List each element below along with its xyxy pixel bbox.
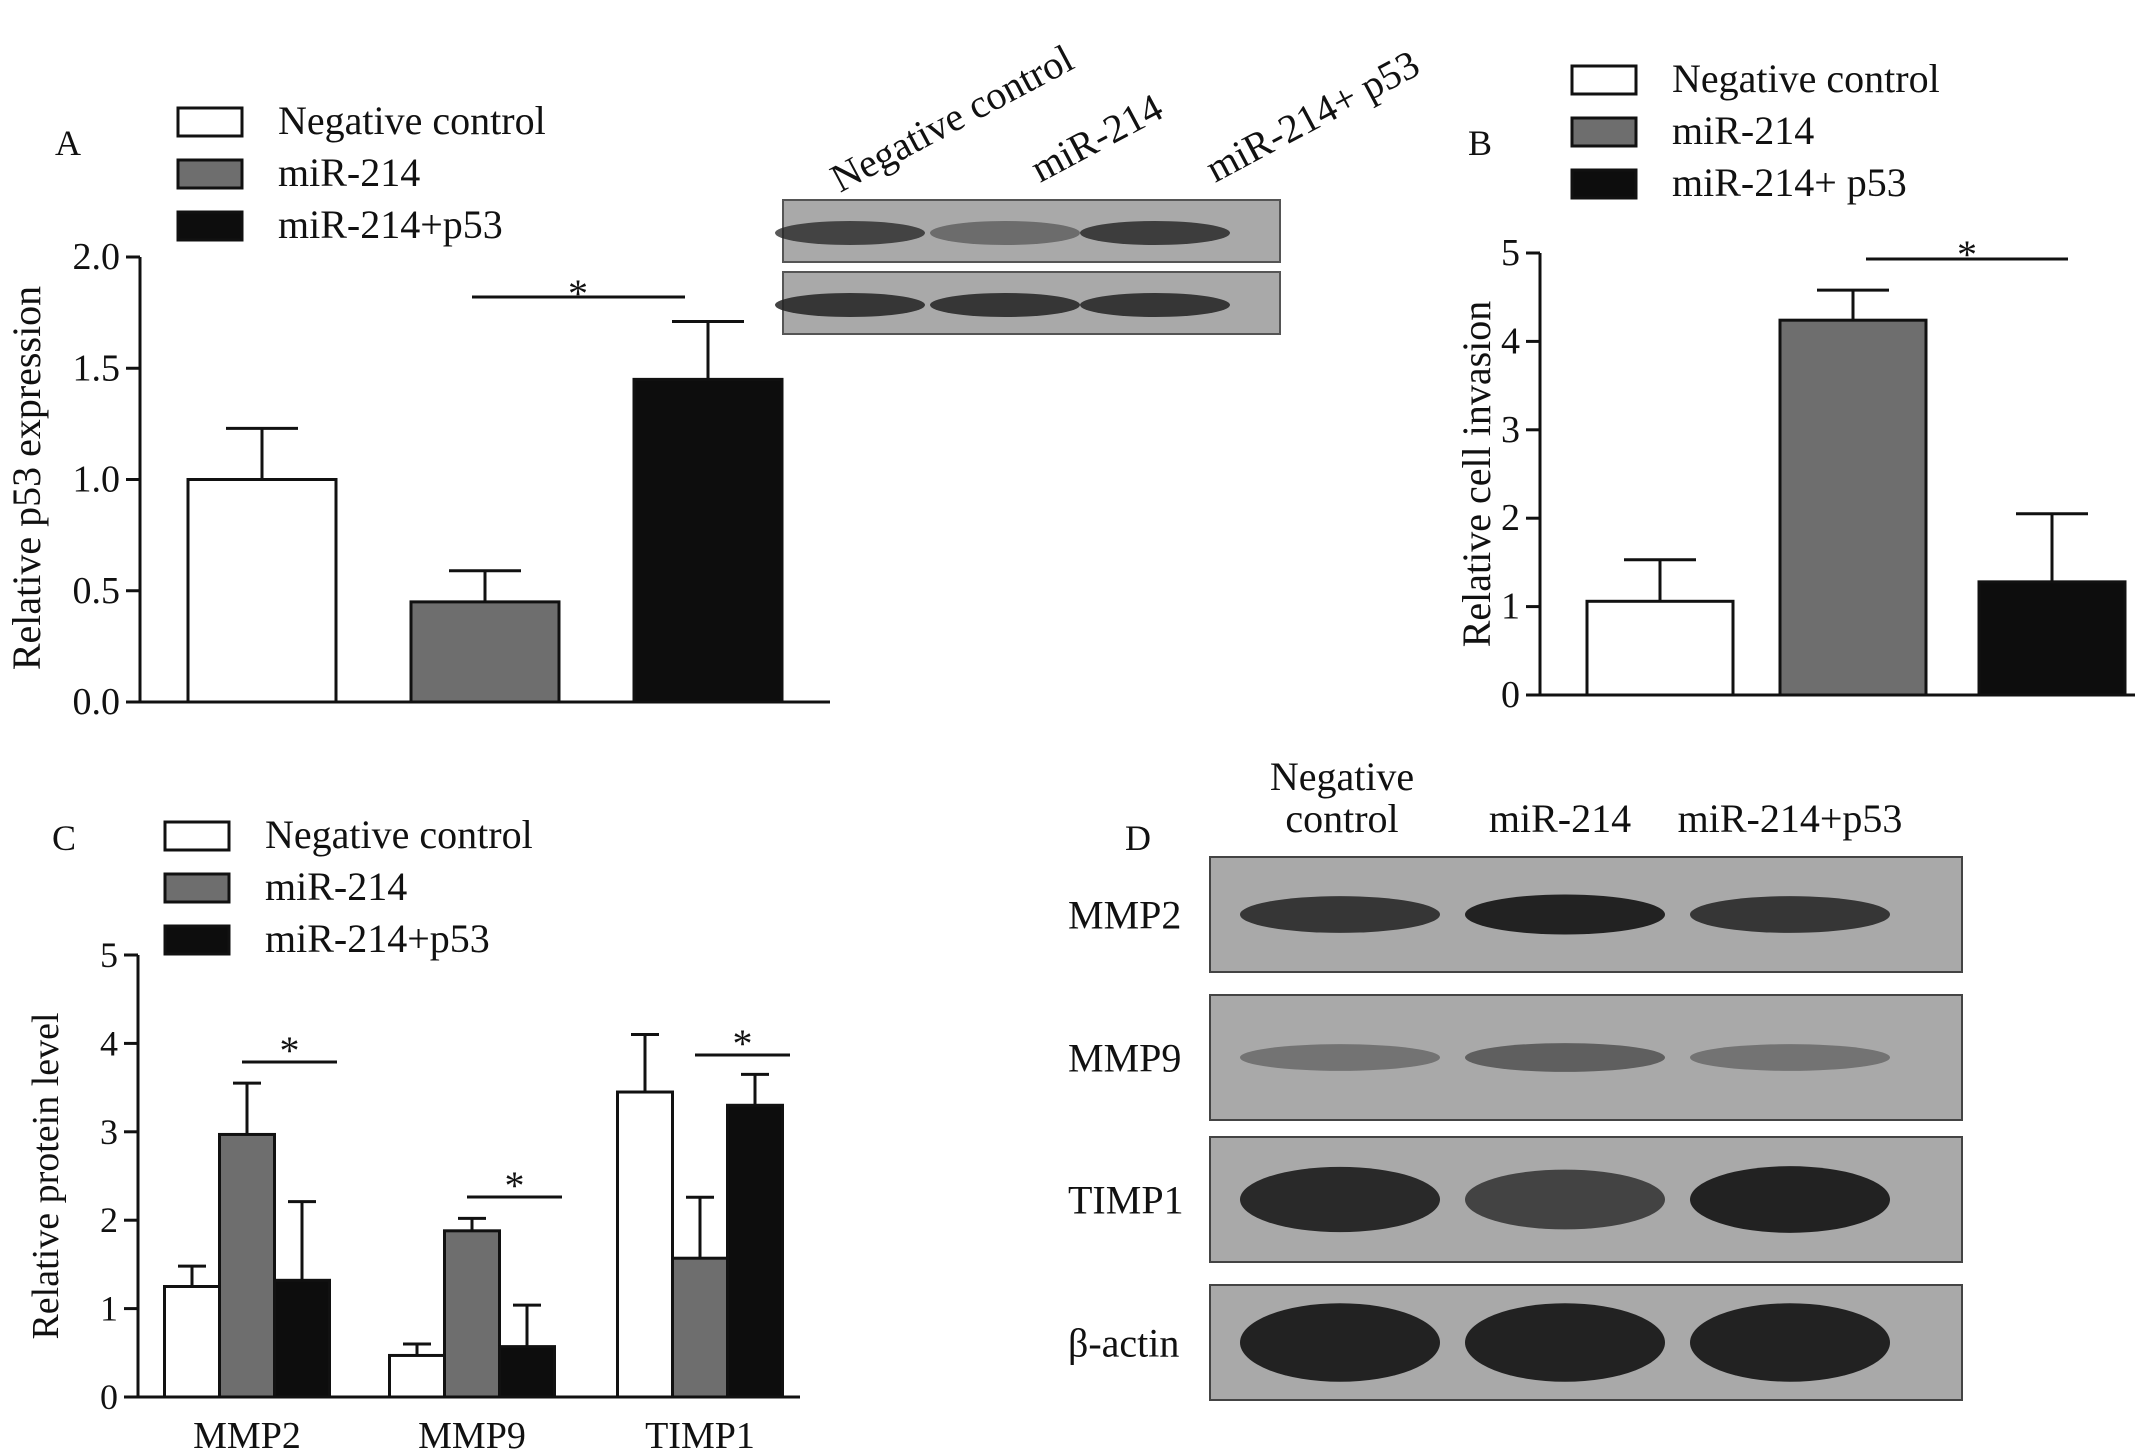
blot-band xyxy=(1240,1166,1440,1233)
blot-lane-label: miR-214 xyxy=(1489,796,1631,841)
significance-marker: * xyxy=(1957,232,1977,277)
legend-swatch-0 xyxy=(1570,64,1638,96)
blot-band xyxy=(1465,1303,1665,1382)
blot-band xyxy=(1690,1044,1890,1071)
bar-timp1-2 xyxy=(726,1103,784,1399)
y-tick-label: 4 xyxy=(100,1023,118,1063)
blot-band xyxy=(1240,896,1440,933)
bar-mmp9-1 xyxy=(443,1229,501,1399)
x-tick-label: TIMP1 xyxy=(645,1415,755,1455)
legend-label-2: miR-214+p53 xyxy=(278,202,503,247)
y-tick-label: 2 xyxy=(100,1200,118,1240)
y-tick-label: 2 xyxy=(1501,497,1520,539)
blot-lane-label: miR-214 xyxy=(1023,84,1170,191)
legend-label-1: miR-214 xyxy=(265,864,407,909)
legend-swatch-1 xyxy=(163,872,231,904)
legend-label-1: miR-214 xyxy=(278,150,420,195)
legend-label-0: Negative control xyxy=(1672,56,1940,101)
bar-0 xyxy=(186,478,338,704)
panel-c-chart: C Negative control miR-214 miR-214+p53 0 1 2 3 4… xyxy=(25,812,800,1455)
blot-band xyxy=(1690,1303,1890,1382)
bar-mmp2-0 xyxy=(163,1285,221,1399)
panel-label: B xyxy=(1468,123,1492,163)
y-tick-label: 4 xyxy=(1501,320,1520,362)
legend-swatch-2 xyxy=(176,210,244,242)
y-axis-label: Relative p53 expression xyxy=(4,286,49,670)
blot-band xyxy=(775,221,925,245)
legend-swatch-0 xyxy=(163,820,231,852)
blot-band xyxy=(930,221,1080,245)
blot-row-label: TIMP1 xyxy=(1068,1178,1184,1223)
bar-mmp9-0 xyxy=(388,1353,446,1399)
legend-swatch-2 xyxy=(163,924,231,956)
blot-lane-label: miR-214+ p53 xyxy=(1198,41,1426,191)
blot-row-label: MMP9 xyxy=(1068,1036,1181,1081)
y-tick-label: 1.5 xyxy=(73,347,121,389)
y-axis-label: Relative cell invasion xyxy=(1454,301,1499,648)
panel-label: C xyxy=(52,818,76,858)
bar-1 xyxy=(1778,318,1928,697)
blot-lane-label: Negative xyxy=(1270,754,1414,799)
bar-timp1-0 xyxy=(616,1090,674,1399)
y-tick-label: 5 xyxy=(100,935,118,975)
significance-marker: * xyxy=(568,271,588,316)
blot-band xyxy=(775,293,925,317)
bar-1 xyxy=(409,600,561,704)
panel-b-chart: B Negative control miR-214 miR-214+ p53 0 1 2 3… xyxy=(1454,56,2135,716)
y-tick-label: 1 xyxy=(1501,586,1520,628)
legend-label-1: miR-214 xyxy=(1672,108,1814,153)
legend-swatch-1 xyxy=(176,158,244,190)
y-tick-label: 0.5 xyxy=(73,570,121,612)
legend-swatch-0 xyxy=(176,106,244,138)
blot-band xyxy=(1690,1166,1890,1233)
y-tick-label: 0 xyxy=(100,1377,118,1417)
blot-row-label: β-actin xyxy=(1068,1321,1179,1366)
y-tick-label: 5 xyxy=(1501,232,1520,274)
blot-band xyxy=(1080,221,1230,245)
blot-band xyxy=(1465,1169,1665,1230)
blot-lane-label: miR-214+p53 xyxy=(1678,796,1903,841)
significance-marker: * xyxy=(280,1028,300,1073)
legend-label-0: Negative control xyxy=(278,98,546,143)
bar-mmp2-2 xyxy=(273,1278,331,1399)
blot-band xyxy=(1080,293,1230,317)
bar-2 xyxy=(632,377,784,704)
bar-2 xyxy=(1977,580,2127,697)
x-tick-label: MMP2 xyxy=(193,1415,301,1455)
y-tick-label: 2.0 xyxy=(73,236,121,278)
x-tick-label: MMP9 xyxy=(418,1415,526,1455)
y-tick-label: 1.0 xyxy=(73,459,121,501)
blot-band xyxy=(1465,1043,1665,1072)
blot-row-label: MMP2 xyxy=(1068,893,1181,938)
blot-band xyxy=(1240,1044,1440,1071)
bar-timp1-1 xyxy=(671,1256,729,1399)
significance-marker: * xyxy=(733,1021,753,1066)
y-tick-label: 3 xyxy=(100,1112,118,1152)
y-tick-label: 0.0 xyxy=(73,681,121,723)
bar-mmp2-1 xyxy=(218,1132,276,1399)
blot-band xyxy=(1240,1303,1440,1382)
legend-swatch-2 xyxy=(1570,168,1638,200)
legend-label-2: miR-214+p53 xyxy=(265,916,490,961)
panel-label: D xyxy=(1125,818,1151,858)
legend-label-0: Negative control xyxy=(265,812,533,857)
bar-0 xyxy=(1585,599,1735,697)
y-tick-label: 1 xyxy=(100,1289,118,1329)
panel-a-chart: A Negative control miR-214 miR-214+p53 0.0 0.… xyxy=(4,98,830,723)
y-tick-label: 0 xyxy=(1501,674,1520,716)
blot-band xyxy=(1465,894,1665,935)
legend-swatch-1 xyxy=(1570,116,1638,148)
y-axis-label: Relative protein level xyxy=(25,1012,67,1339)
significance-marker: * xyxy=(505,1163,525,1208)
blot-band xyxy=(1690,896,1890,933)
bar-mmp9-2 xyxy=(498,1345,556,1399)
panel-label: A xyxy=(55,123,81,163)
legend-label-2: miR-214+ p53 xyxy=(1672,160,1907,205)
y-tick-label: 3 xyxy=(1501,409,1520,451)
blot-band xyxy=(930,293,1080,317)
blot-lane-label: control xyxy=(1285,796,1398,841)
